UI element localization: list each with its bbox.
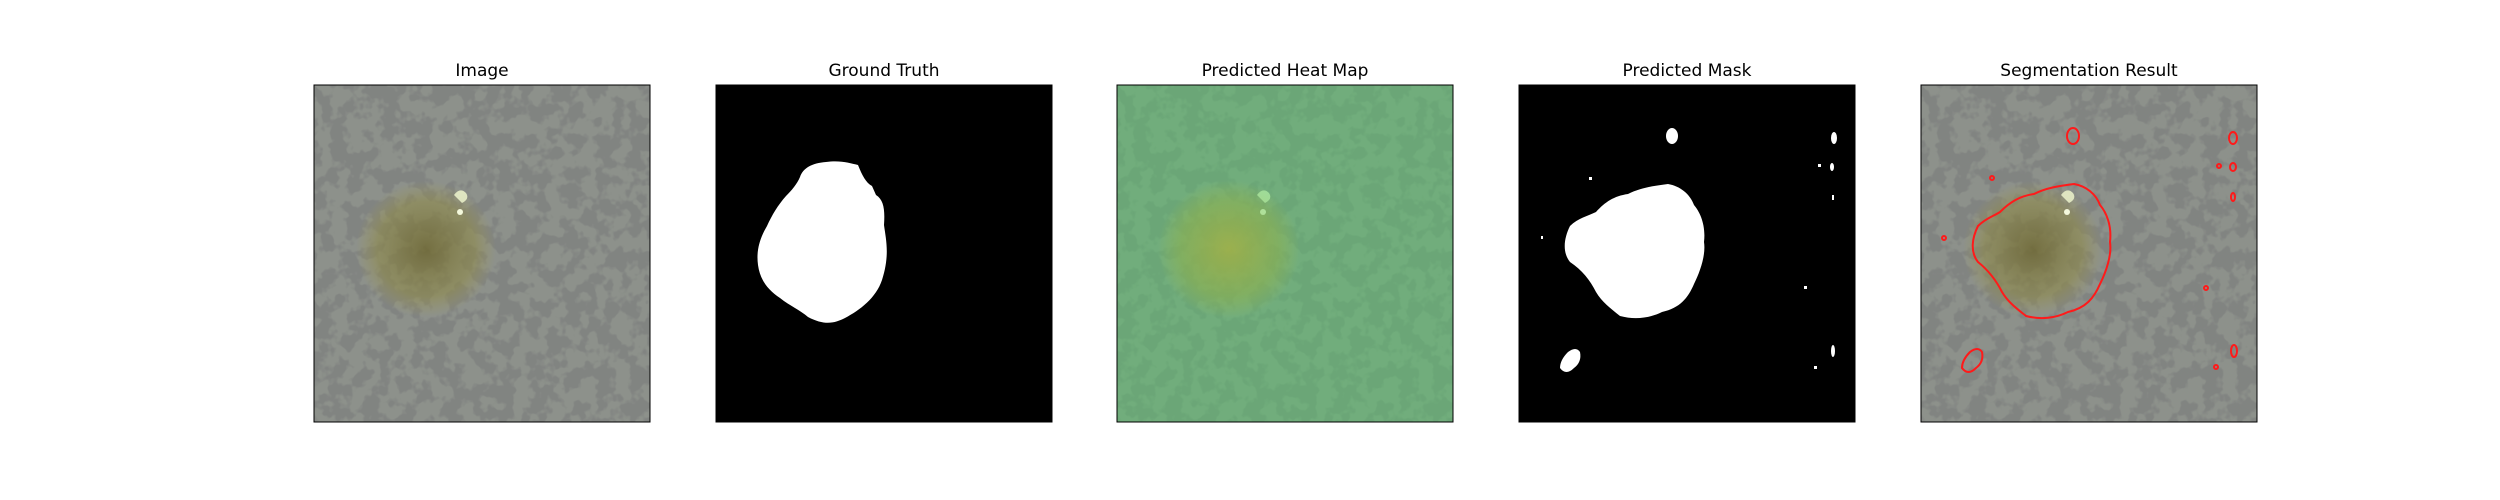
contour-blob xyxy=(2228,131,2238,145)
panel-heat-map-frame xyxy=(1116,84,1454,423)
panel-predicted-mask xyxy=(1518,84,1856,423)
panel-image-frame xyxy=(313,84,651,423)
mask-blob xyxy=(1830,163,1834,171)
panel-title-image: Image xyxy=(455,61,508,81)
panel-image xyxy=(314,85,650,422)
contour-blob xyxy=(2066,127,2080,145)
mask-blob xyxy=(1804,286,1807,289)
mask-blob xyxy=(1666,128,1678,144)
contour-blob xyxy=(2213,364,2219,370)
contour-blob xyxy=(2216,163,2222,169)
panel-segmentation-frame xyxy=(1920,84,2258,423)
panel-title-predicted-heat-map: Predicted Heat Map xyxy=(1202,61,1369,81)
panel-ground-truth xyxy=(715,84,1053,423)
panel-title-predicted-mask: Predicted Mask xyxy=(1623,61,1752,81)
mask-blob xyxy=(1831,345,1835,357)
mask-blob xyxy=(1560,349,1581,372)
mask-blob xyxy=(1589,177,1592,180)
contour-blob xyxy=(2230,192,2236,202)
panel-title-ground-truth: Ground Truth xyxy=(828,61,939,81)
mask-blob xyxy=(1541,236,1543,239)
contour-blob xyxy=(1960,348,1984,373)
panel-title-segmentation-result: Segmentation Result xyxy=(2000,61,2178,81)
ground-truth-lesion-mask xyxy=(757,161,887,323)
contour-blob xyxy=(1941,235,1947,241)
mask-blob xyxy=(1814,366,1817,369)
mask-blob xyxy=(1831,132,1837,144)
contour-blob xyxy=(2203,285,2209,291)
mask-blob xyxy=(1832,195,1834,200)
panel-segmentation-result xyxy=(1921,85,2257,422)
panel-heat-map xyxy=(1117,85,1453,422)
contour-blob xyxy=(2230,344,2238,358)
predicted-lesion-mask xyxy=(1564,184,1705,319)
contour-blob xyxy=(2229,162,2237,172)
segmentation-contour xyxy=(1971,182,2112,320)
mask-blob xyxy=(1818,164,1821,167)
contour-blob xyxy=(1989,175,1995,181)
